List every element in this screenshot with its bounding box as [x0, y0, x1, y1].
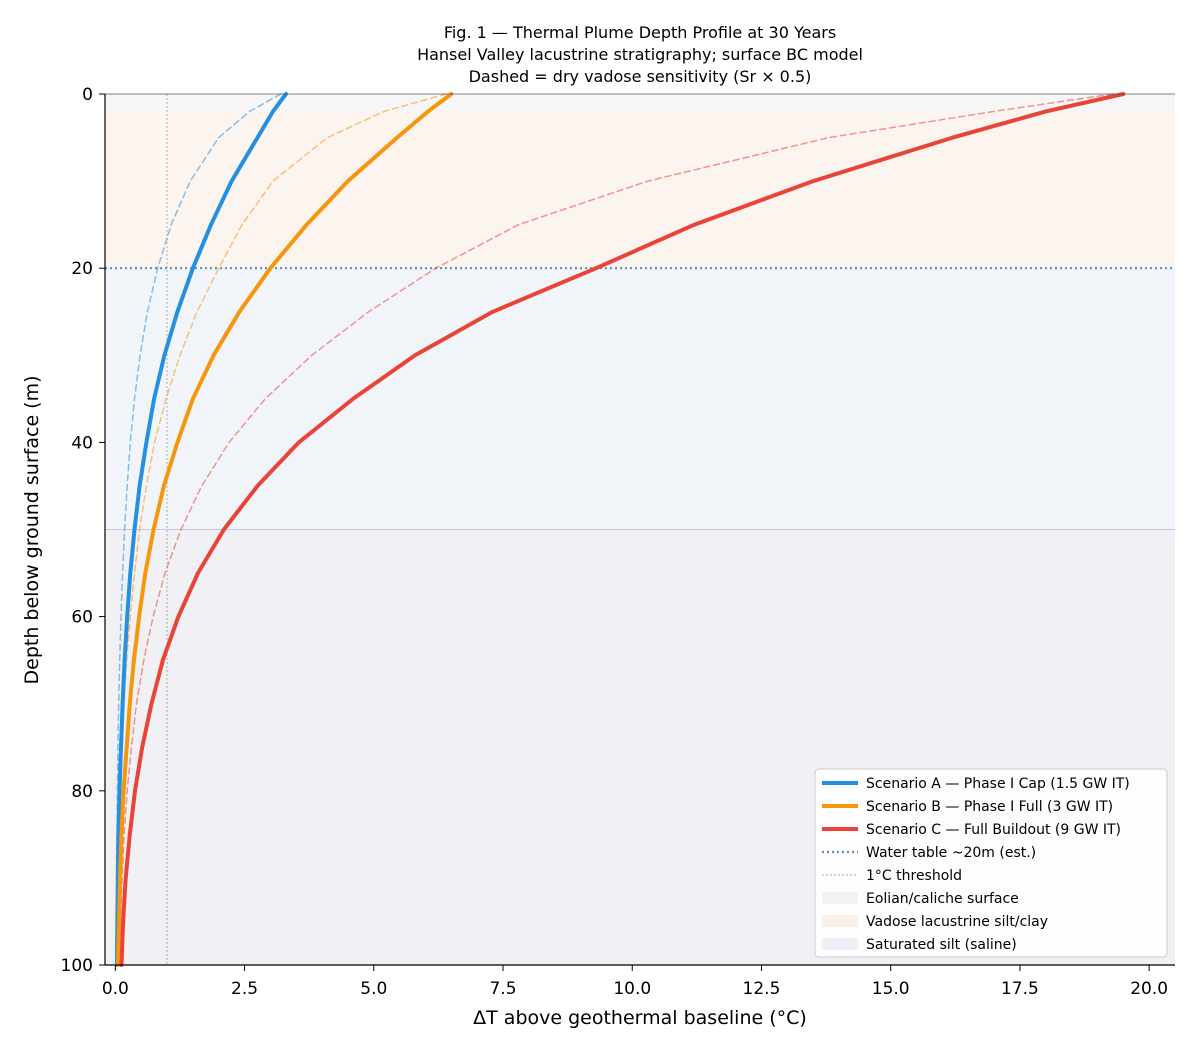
dashed-series-4	[116, 93, 447, 966]
x-tick-label-3: 7.5	[489, 979, 516, 999]
x-tick-label-4: 10.0	[613, 979, 651, 999]
dashed-series-3	[115, 93, 282, 966]
legend-label-series-0: Scenario A — Phase I Cap (1.5 GW IT)	[866, 776, 1130, 792]
chart-subtitle: Hansel Valley lacustrine stratigraphy; s…	[417, 45, 863, 64]
legend-label-layer-0: Eolian/caliche surface	[866, 891, 1019, 907]
x-tick-label-5: 12.5	[743, 979, 781, 999]
legend-label-layer-2: Saturated silt (saline)	[866, 937, 1017, 953]
stratigraphy-bands	[105, 94, 1175, 965]
axes	[104, 93, 1175, 966]
x-tick-label-8: 20.0	[1130, 979, 1168, 999]
legend-label-series-2: Scenario C — Full Buildout (9 GW IT)	[866, 822, 1121, 838]
legend-label-water-table: Water table ~20m (est.)	[866, 845, 1036, 861]
chart-subtitle-2: Dashed = dry vadose sensitivity (Sr × 0.…	[469, 67, 812, 86]
dashed-series-5	[118, 93, 1114, 966]
legend-label-series-1: Scenario B — Phase I Full (3 GW IT)	[866, 799, 1113, 815]
x-tick-label-1: 2.5	[231, 979, 258, 999]
layer-band-1	[105, 111, 1175, 269]
legend-swatch-layer-1	[822, 915, 858, 927]
y-tick-label-1: 20	[71, 259, 93, 279]
y-tick-label-4: 80	[71, 782, 93, 802]
x-tick-label-2: 5.0	[360, 979, 387, 999]
legend: Scenario A — Phase I Cap (1.5 GW IT) Scen…	[814, 768, 1168, 958]
x-tick-label-0: 0.0	[102, 979, 129, 999]
y-tick-label-0: 0	[82, 85, 93, 105]
series-line-2	[119, 92, 1126, 967]
y-tick-label-2: 40	[71, 433, 93, 453]
x-ticks: 0.0 2.5 5.0 7.5 10.0 12.5 15.0 17.5 20.0	[102, 965, 1168, 999]
y-axis-label: Depth below ground surface (m)	[21, 375, 43, 684]
y-tick-label-3: 60	[71, 608, 93, 628]
legend-swatch-layer-2	[822, 938, 858, 950]
series-line-0	[114, 92, 288, 967]
chart-title: Fig. 1 — Thermal Plume Depth Profile at …	[444, 23, 836, 42]
x-tick-label-6: 15.0	[872, 979, 910, 999]
y-tick-label-5: 100	[61, 956, 93, 976]
legend-swatch-layer-0	[822, 892, 858, 904]
x-tick-label-7: 17.5	[1001, 979, 1039, 999]
x-axis-label: ΔT above geothermal baseline (°C)	[473, 1007, 807, 1029]
legend-box	[814, 768, 1168, 958]
legend-label-threshold: 1°C threshold	[866, 868, 962, 884]
series-line-1	[115, 92, 454, 967]
series-lines	[114, 92, 1126, 967]
layer-band-2	[105, 268, 1175, 530]
y-ticks: 0 20 40 60 80 100	[61, 85, 105, 976]
legend-label-layer-1: Vadose lacustrine silt/clay	[866, 914, 1048, 930]
layer-band-0	[105, 94, 1175, 112]
